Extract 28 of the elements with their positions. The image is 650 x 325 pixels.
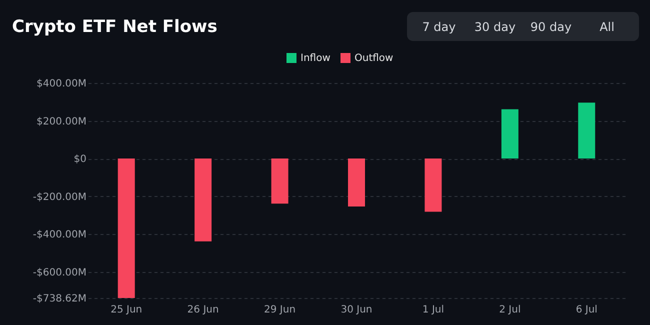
x-tick-label: 2 Jul xyxy=(499,304,521,316)
bar xyxy=(118,158,135,298)
chart-title: Crypto ETF Net Flows xyxy=(12,17,218,37)
text: 7 day xyxy=(422,20,456,34)
bar xyxy=(348,158,365,206)
y-tick-label: -$400.00M xyxy=(32,230,86,241)
bar xyxy=(271,158,288,204)
bar xyxy=(501,109,518,159)
y-tick-label: $0 xyxy=(74,154,86,166)
bar xyxy=(578,102,596,159)
x-tick-label: 1 Jul xyxy=(422,304,444,316)
y-tick-label: $400.00M xyxy=(36,78,86,90)
legend-label: Inflow xyxy=(300,53,330,64)
y-tick-label: -$200.00M xyxy=(32,192,86,203)
legend-label: Outflow xyxy=(354,53,394,64)
y-tick-label: -$738.62M xyxy=(32,294,86,304)
text: 90 day xyxy=(530,20,572,34)
x-tick-label: 30 Jun xyxy=(340,304,372,316)
x-tick-label: 26 Jun xyxy=(187,304,219,316)
bar xyxy=(424,158,442,212)
x-tick-label: 29 Jun xyxy=(264,304,296,316)
y-tick-label: $200.00M xyxy=(36,116,86,128)
x-tick-label: 25 Jun xyxy=(110,304,142,316)
text: 30 day xyxy=(474,20,516,34)
y-tick-label: -$600.00M xyxy=(32,267,86,278)
x-tick-label: 6 Jul xyxy=(576,304,598,316)
bar xyxy=(194,158,212,242)
text: All xyxy=(600,20,614,34)
